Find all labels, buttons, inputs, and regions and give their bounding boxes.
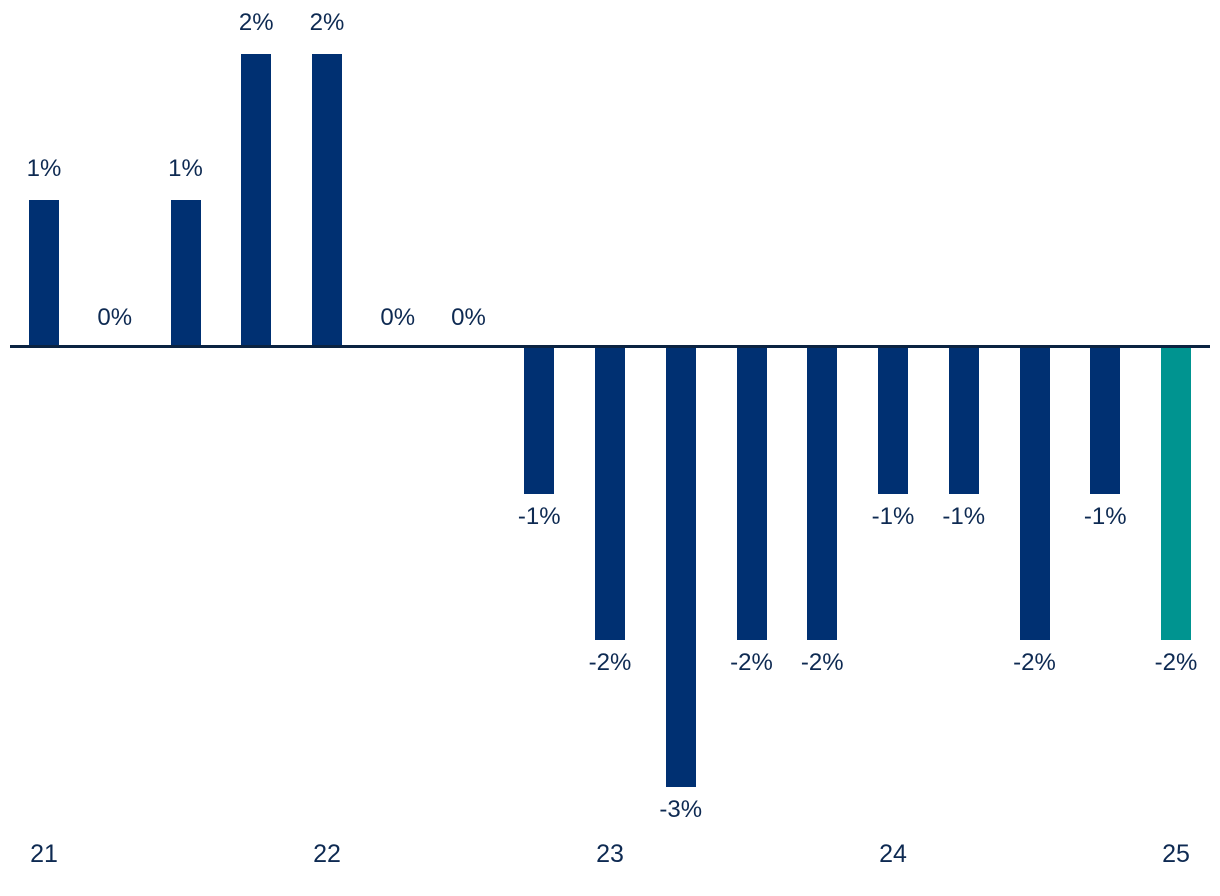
bar [807,347,838,640]
bar-value-label: -2% [730,649,773,676]
bar [524,347,555,494]
bar [878,347,908,494]
bar-value-label: -1% [942,503,986,530]
bar-value-label: 2% [238,9,274,36]
bar [312,54,342,347]
bar-value-label: -1% [1083,503,1127,530]
bar [665,347,696,787]
x-axis-tick-label: 22 [313,840,341,868]
bar-value-label: -2% [1154,649,1198,676]
bar-value-label: -1% [871,503,915,530]
bar [170,200,201,347]
x-axis-tick-label: 24 [879,840,907,868]
bar-value-label: -2% [1013,649,1056,676]
bar-value-label: -1% [517,503,561,530]
x-axis-tick-label: 25 [1162,840,1190,868]
bar [241,54,272,347]
bar [1019,347,1050,640]
bar-value-label: 2% [309,9,345,36]
bar [29,200,59,347]
bar-value-label: 1% [26,155,62,182]
zero-axis-line [10,345,1210,348]
bar [736,347,767,640]
x-axis-tick-label: 21 [30,840,58,868]
bar-value-label: 0% [380,304,416,331]
bar-value-label: 1% [168,155,203,182]
bar-value-label: -2% [800,649,844,676]
bar-highlighted [1161,347,1191,640]
x-axis-tick-label: 23 [596,840,624,868]
bar-value-label: 0% [451,304,486,331]
bar-value-label: 0% [97,304,133,331]
bar [948,347,979,494]
bar-value-label: -3% [659,796,703,823]
bar [1090,347,1121,494]
bar [595,347,625,640]
bar-value-label: -2% [588,649,632,676]
